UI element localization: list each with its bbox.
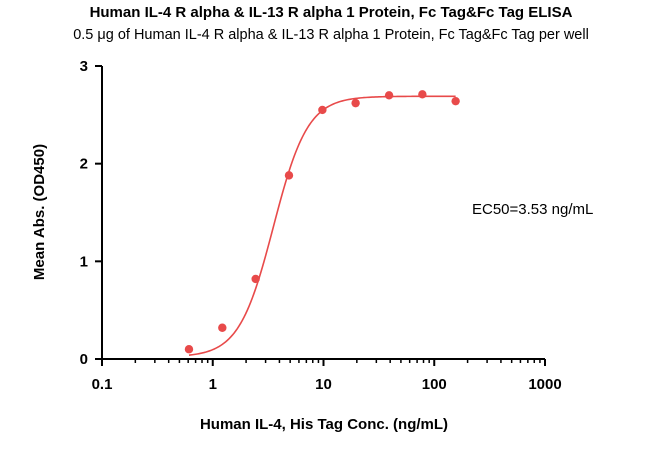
data-point [251,274,260,284]
x-axis-title: Human IL-4, His Tag Conc. (ng/mL) [200,416,448,433]
data-point [351,98,360,108]
y-tick-label: 2 [80,156,88,173]
data-point [184,345,194,354]
x-tick-label: 0.1 [92,376,113,393]
data-point [284,171,294,180]
data-point [218,323,227,332]
y-tick-label: 1 [80,253,88,270]
x-tick-label: 100 [422,376,447,393]
data-point [451,96,460,106]
y-axis-title: Mean Abs. (OD450) [31,144,48,280]
x-tick-label: 1000 [528,376,561,393]
y-tick-label: 0 [80,351,88,368]
x-tick-label: 1 [209,376,217,393]
chart-title: Human IL-4 R alpha & IL-13 R alpha 1 Pro… [89,4,573,21]
y-tick-label: 3 [80,58,88,75]
data-point [318,105,327,115]
data-point [418,90,427,99]
data-point [384,91,394,100]
ec50-annotation: EC50=3.53 ng/mL [472,201,593,218]
chart-subtitle: 0.5 μg of Human IL-4 R alpha & IL-13 R a… [73,27,589,43]
x-tick-label: 10 [315,376,332,393]
fit-curve [188,95,456,356]
